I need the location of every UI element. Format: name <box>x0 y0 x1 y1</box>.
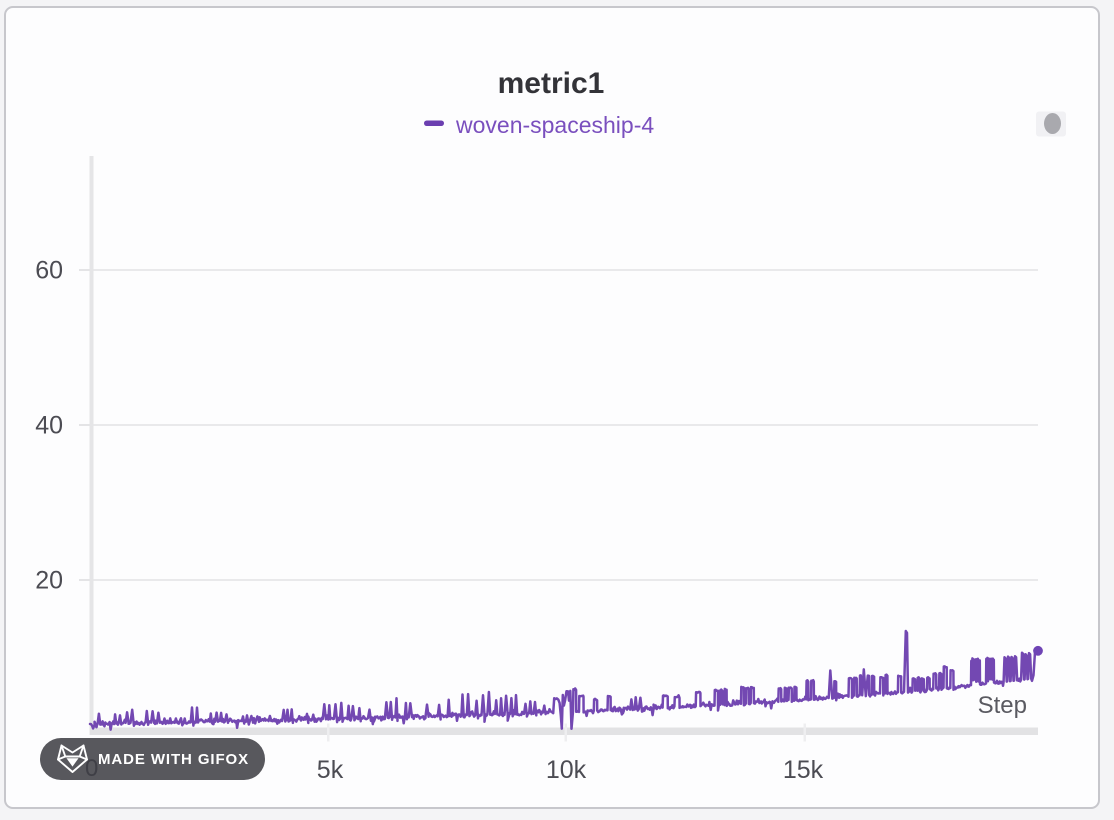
svg-text:20: 20 <box>35 567 63 595</box>
svg-text:40: 40 <box>35 412 63 440</box>
svg-text:woven-spaceship-4: woven-spaceship-4 <box>455 112 654 138</box>
svg-text:5k: 5k <box>317 756 344 784</box>
svg-text:60: 60 <box>35 257 63 285</box>
svg-text:15k: 15k <box>783 756 824 784</box>
svg-text:Step: Step <box>978 692 1027 719</box>
svg-text:metric1: metric1 <box>498 67 605 100</box>
svg-text:10k: 10k <box>546 756 587 784</box>
